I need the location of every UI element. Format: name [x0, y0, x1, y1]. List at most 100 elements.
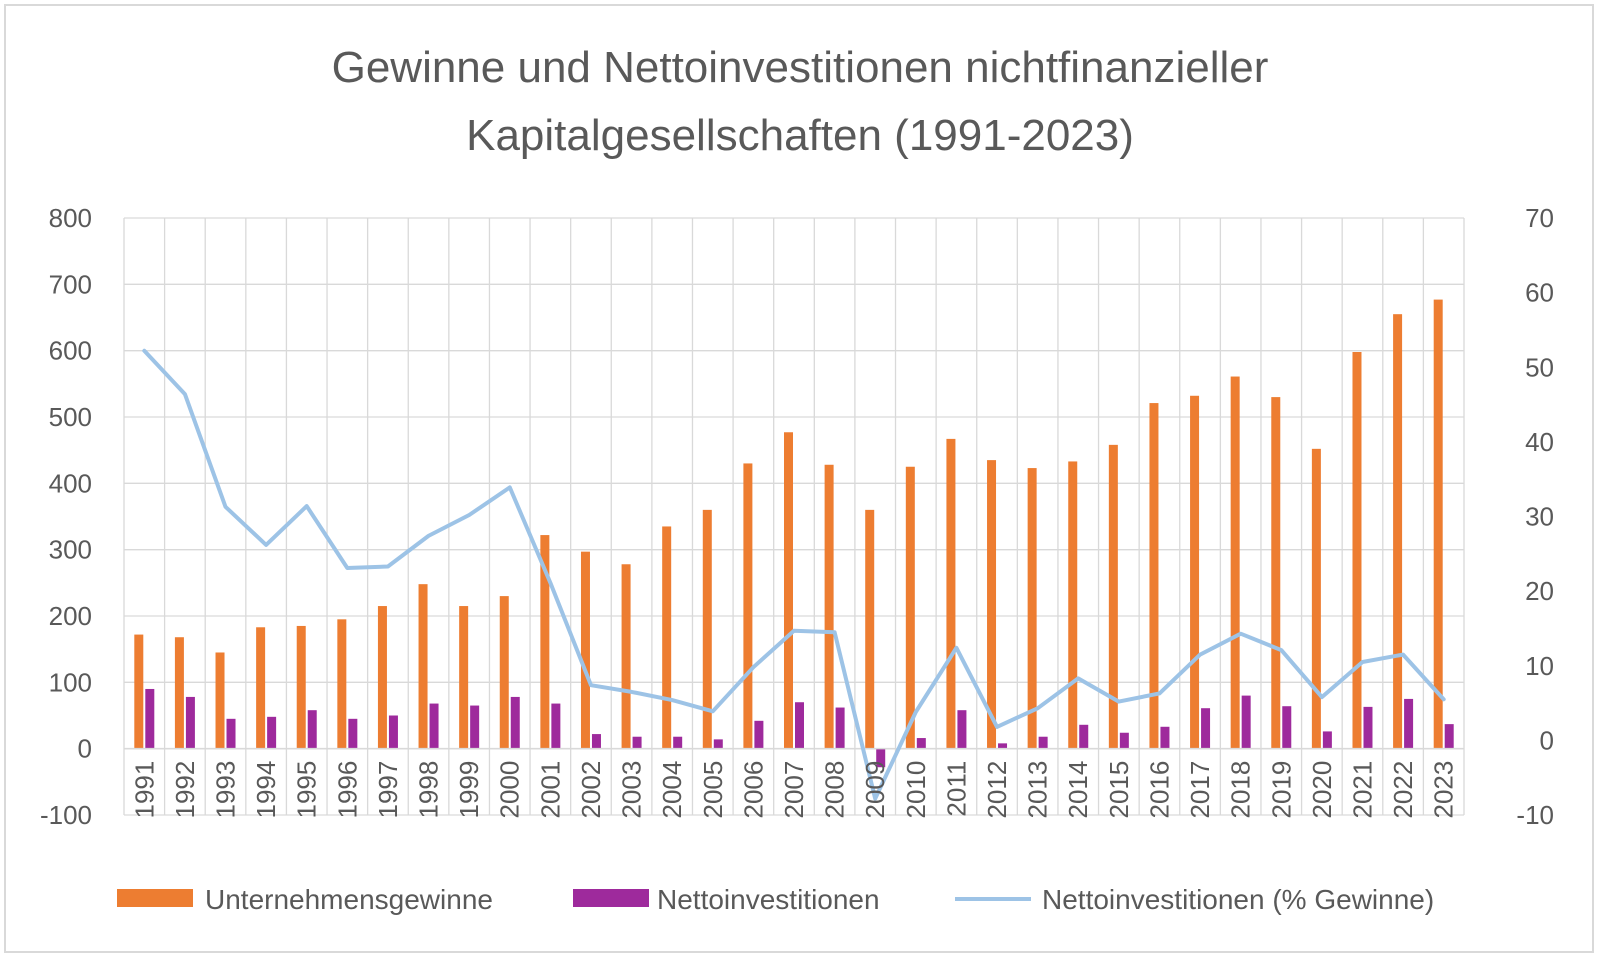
x-axis-tick-label: 2012 — [982, 761, 1012, 819]
bar-nettoinvestitionen-2003 — [632, 736, 642, 749]
bar-nettoinvestitionen-2013 — [1038, 736, 1048, 749]
x-axis-tick-label: 2013 — [1023, 761, 1053, 819]
x-axis-tick-label: 2010 — [901, 761, 931, 819]
bar-nettoinvestitionen-1992 — [185, 696, 195, 749]
x-axis-tick-label: 1995 — [292, 761, 322, 819]
series-line-nettoinvestitionen-gewinne- — [142, 348, 1446, 801]
left-axis-tick-label: 100 — [49, 667, 92, 697]
legend: Unternehmensgewinne Nettoinvestitionen Net… — [117, 884, 1434, 915]
bar-nettoinvestitionen-2006 — [754, 720, 764, 749]
bar-unternehmensgewinne-2012 — [987, 460, 997, 749]
right-axis-tick-label: 30 — [1525, 502, 1554, 532]
bar-unternehmensgewinne-2002 — [580, 551, 590, 749]
x-axis-tick-label: 1996 — [332, 761, 362, 819]
left-axis-tick-label: 700 — [49, 269, 92, 299]
left-axis-tick-label: 400 — [49, 468, 92, 498]
x-axis-tick-label: 2003 — [617, 761, 647, 819]
x-axis-ticks: 1991 1992 1993 1994 1995 1996 1997 1998 1999 2000… — [129, 761, 1458, 819]
x-axis-tick-label: 2015 — [1104, 761, 1134, 819]
bar-unternehmensgewinne-2011 — [946, 438, 956, 749]
bars — [134, 299, 1454, 768]
x-axis-tick-label: 2009 — [860, 761, 890, 819]
bar-unternehmensgewinne-1996 — [337, 619, 347, 749]
bar-nettoinvestitionen-2005 — [713, 739, 723, 749]
bar-unternehmensgewinne-1997 — [377, 606, 387, 749]
left-axis-tick-label: -100 — [40, 800, 92, 830]
bar-unternehmensgewinne-2021 — [1352, 351, 1362, 749]
bar-nettoinvestitionen-2002 — [591, 734, 601, 749]
bar-nettoinvestitionen-2004 — [673, 736, 683, 749]
bar-nettoinvestitionen-1996 — [348, 718, 358, 749]
right-axis-tick-label: 60 — [1525, 278, 1554, 308]
x-axis-tick-label: 2023 — [1429, 761, 1459, 819]
right-axis-tick-label: 0 — [1540, 725, 1554, 755]
bar-nettoinvestitionen-2009 — [876, 748, 886, 768]
bar-unternehmensgewinne-2006 — [743, 463, 753, 749]
bar-nettoinvestitionen-1997 — [388, 715, 398, 749]
left-axis-tick-label: 800 — [49, 203, 92, 233]
bar-nettoinvestitionen-2010 — [916, 738, 926, 749]
legend-swatch-unternehmensgewinne — [117, 889, 193, 907]
bar-nettoinvestitionen-2007 — [795, 702, 804, 749]
bar-nettoinvestitionen-2015 — [1119, 732, 1129, 749]
bar-unternehmensgewinne-1991 — [134, 634, 144, 749]
x-axis-tick-label: 2018 — [1226, 761, 1256, 819]
x-axis-tick-label: 1999 — [454, 761, 484, 819]
bar-nettoinvestitionen-1995 — [307, 710, 317, 749]
left-axis-ticks: -100 0 100 200 300 400 500 600 700 800 — [40, 203, 92, 830]
chart-title-line-1: Gewinne und Nettoinvestitionen nichtfina… — [332, 43, 1269, 92]
x-axis-tick-label: 2004 — [657, 761, 687, 819]
x-axis-tick-label: 2007 — [779, 761, 809, 819]
bar-unternehmensgewinne-2008 — [824, 464, 834, 749]
bar-nettoinvestitionen-2016 — [1160, 726, 1170, 749]
x-axis-tick-label: 1991 — [129, 761, 159, 819]
bar-unternehmensgewinne-2020 — [1311, 448, 1321, 749]
bar-nettoinvestitionen-1994 — [267, 716, 277, 749]
x-axis-tick-label: 2022 — [1388, 761, 1418, 819]
bar-nettoinvestitionen-2008 — [835, 707, 845, 749]
right-axis-tick-label: 10 — [1525, 651, 1554, 681]
chart-title-line-2: Kapitalgesellschaften (1991-2023) — [466, 111, 1134, 160]
left-axis-tick-label: 500 — [49, 402, 92, 432]
bar-unternehmensgewinne-1993 — [215, 652, 225, 749]
legend-label-unternehmensgewinne: Unternehmensgewinne — [205, 884, 493, 915]
right-axis-tick-label: 40 — [1525, 427, 1554, 457]
x-axis-tick-label: 1997 — [373, 761, 403, 819]
ratio-line — [142, 348, 1446, 801]
bar-nettoinvestitionen-2023 — [1444, 724, 1454, 749]
bar-unternehmensgewinne-2010 — [905, 466, 915, 749]
bar-unternehmensgewinne-1998 — [418, 584, 428, 749]
bar-nettoinvestitionen-2001 — [551, 703, 561, 749]
right-axis-tick-label: 70 — [1525, 203, 1554, 233]
chart-frame — [4, 4, 1594, 953]
bar-nettoinvestitionen-1998 — [429, 703, 439, 749]
left-axis-tick-label: 0 — [78, 734, 92, 764]
bar-unternehmensgewinne-2009 — [865, 509, 875, 749]
bar-nettoinvestitionen-2019 — [1282, 706, 1292, 749]
bar-nettoinvestitionen-1993 — [226, 718, 236, 749]
bar-unternehmensgewinne-2014 — [1068, 461, 1078, 749]
x-axis-tick-label: 2001 — [535, 761, 565, 819]
legend-label-nettoinvestitionen: Nettoinvestitionen — [657, 884, 880, 915]
x-axis-tick-label: 2017 — [1185, 761, 1215, 819]
bar-unternehmensgewinne-2017 — [1190, 395, 1200, 749]
bar-unternehmensgewinne-1992 — [174, 637, 184, 749]
bar-nettoinvestitionen-2018 — [1241, 695, 1251, 749]
bar-nettoinvestitionen-2022 — [1404, 698, 1414, 749]
bar-nettoinvestitionen-1991 — [145, 688, 155, 749]
x-axis-tick-label: 2011 — [941, 761, 971, 817]
bar-unternehmensgewinne-2001 — [540, 535, 550, 749]
left-axis-tick-label: 300 — [49, 535, 92, 565]
legend-swatch-nettoinvestitionen — [573, 889, 649, 907]
x-axis-tick-label: 2006 — [738, 761, 768, 819]
bar-unternehmensgewinne-2013 — [1027, 468, 1037, 749]
bar-nettoinvestitionen-2017 — [1201, 708, 1211, 749]
x-axis-tick-label: 1994 — [251, 761, 281, 819]
bar-unternehmensgewinne-2005 — [702, 509, 712, 749]
grid — [123, 217, 1465, 816]
bar-unternehmensgewinne-2023 — [1433, 299, 1443, 749]
left-axis-tick-label: 200 — [49, 601, 92, 631]
x-axis-tick-label: 2002 — [576, 761, 606, 819]
bar-nettoinvestitionen-1999 — [470, 705, 480, 749]
